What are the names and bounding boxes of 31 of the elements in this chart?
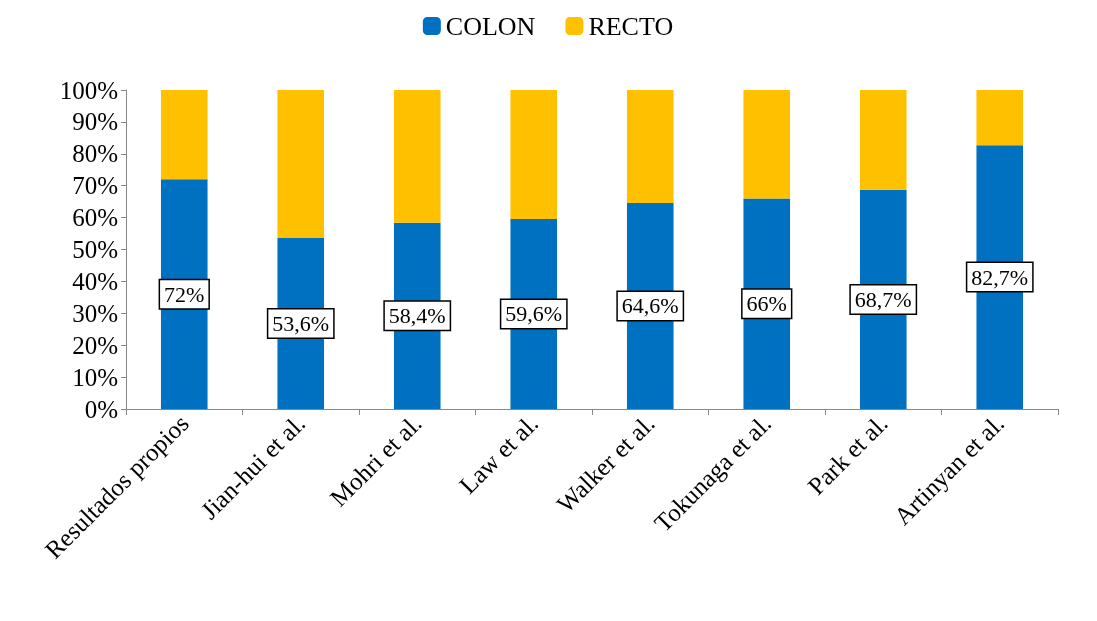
y-tick-label: 40% (72, 267, 118, 295)
bar (743, 90, 791, 199)
y-tick-label: 30% (72, 299, 118, 327)
data-label: 64,6% (621, 293, 679, 319)
data-label: 82,7% (971, 264, 1029, 290)
y-tick-label: 20% (72, 331, 118, 359)
bar (859, 90, 907, 190)
y-tick-label: 90% (72, 108, 118, 136)
bar (277, 90, 325, 239)
bar (160, 90, 208, 180)
legend-label: RECTO (588, 11, 674, 41)
data-label: 72% (164, 281, 205, 307)
data-label: 66% (746, 291, 787, 317)
y-tick-label: 80% (72, 140, 118, 168)
data-label: 53,6% (272, 311, 330, 337)
y-tick-label: 50% (72, 236, 118, 263)
bar (510, 90, 558, 219)
x-tick-label: Law et al. (454, 409, 544, 499)
data-label: 68,7% (854, 286, 912, 312)
bar (626, 90, 674, 203)
bar (976, 90, 1024, 146)
y-tick-label: 100% (59, 76, 118, 104)
y-tick-label: 60% (72, 204, 118, 232)
data-label: 59,6% (505, 301, 563, 327)
bar (393, 90, 441, 223)
y-tick-label: 10% (72, 363, 118, 391)
y-tick-label: 0% (84, 395, 118, 423)
legend-label: COLON (445, 11, 536, 41)
y-tick-label: 70% (72, 172, 118, 200)
data-label: 58,4% (388, 303, 446, 329)
x-tick-label: Park et al. (802, 409, 893, 500)
